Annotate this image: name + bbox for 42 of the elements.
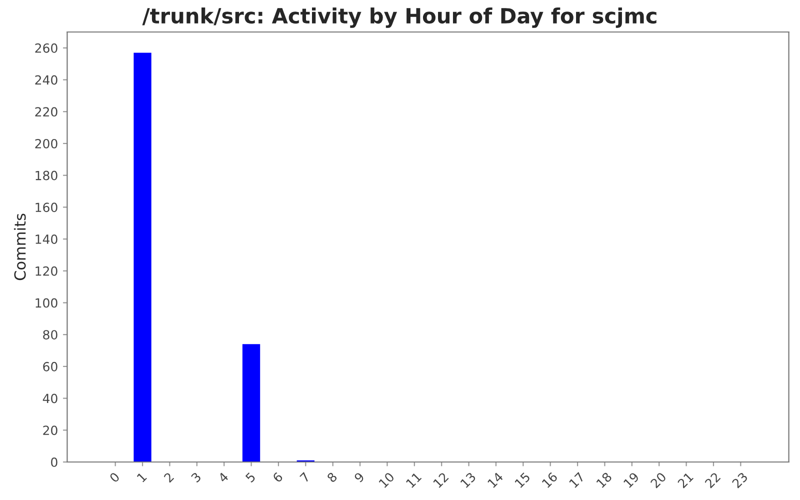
x-tick-label: 19: [623, 472, 640, 488]
y-tick-label: 80: [43, 330, 58, 340]
y-axis-title: Commits: [14, 214, 26, 280]
x-tick-label: 12: [432, 472, 449, 488]
x-tick-label: 7: [300, 472, 310, 483]
y-tick-label: 120: [36, 266, 58, 276]
x-tick-label: 18: [596, 472, 612, 488]
y-tick-label: 40: [42, 394, 58, 404]
x-tick-label: 8: [326, 472, 338, 483]
y-tick-label: 100: [36, 298, 58, 308]
x-tick-label: 0: [108, 472, 120, 483]
bar: [134, 52, 152, 462]
x-tick-label: 6: [272, 472, 284, 483]
x-tick-label: 23: [732, 472, 748, 488]
x-tick-label: 13: [460, 472, 476, 488]
x-tick-label: 15: [514, 472, 531, 488]
x-tick-label: 9: [354, 472, 365, 483]
x-tick-label: 16: [542, 472, 558, 488]
y-tick-label: 240: [35, 75, 58, 85]
y-tick-label: 0: [51, 457, 58, 467]
x-tick-label: 5: [245, 472, 256, 483]
x-tick-label: 22: [704, 472, 721, 488]
x-tick-label: 14: [487, 472, 504, 488]
y-tick-label: 260: [35, 43, 58, 53]
y-tick-label: 160: [36, 202, 58, 212]
x-tick-label: 17: [568, 472, 585, 488]
y-tick-label: 60: [43, 362, 58, 372]
chart-title: /trunk/src: Activity by Hour of Day for scjmc: [142, 8, 656, 28]
y-tick-label: 180: [36, 170, 58, 180]
x-tick-label: 10: [378, 472, 395, 488]
x-tick-label: 2: [163, 472, 174, 483]
x-tick-label: 3: [190, 472, 202, 483]
x-tick-label: 4: [218, 472, 229, 483]
y-tick-label: 20: [43, 426, 58, 436]
x-tick-label: 21: [677, 472, 694, 488]
x-tick-label: 11: [406, 472, 422, 488]
x-tick-label: 1: [136, 472, 147, 482]
x-tick-label: 20: [650, 472, 667, 488]
bar: [242, 344, 260, 462]
y-tick-label: 200: [35, 138, 58, 148]
y-tick-label: 140: [36, 234, 58, 244]
y-tick-label: 220: [35, 107, 58, 117]
